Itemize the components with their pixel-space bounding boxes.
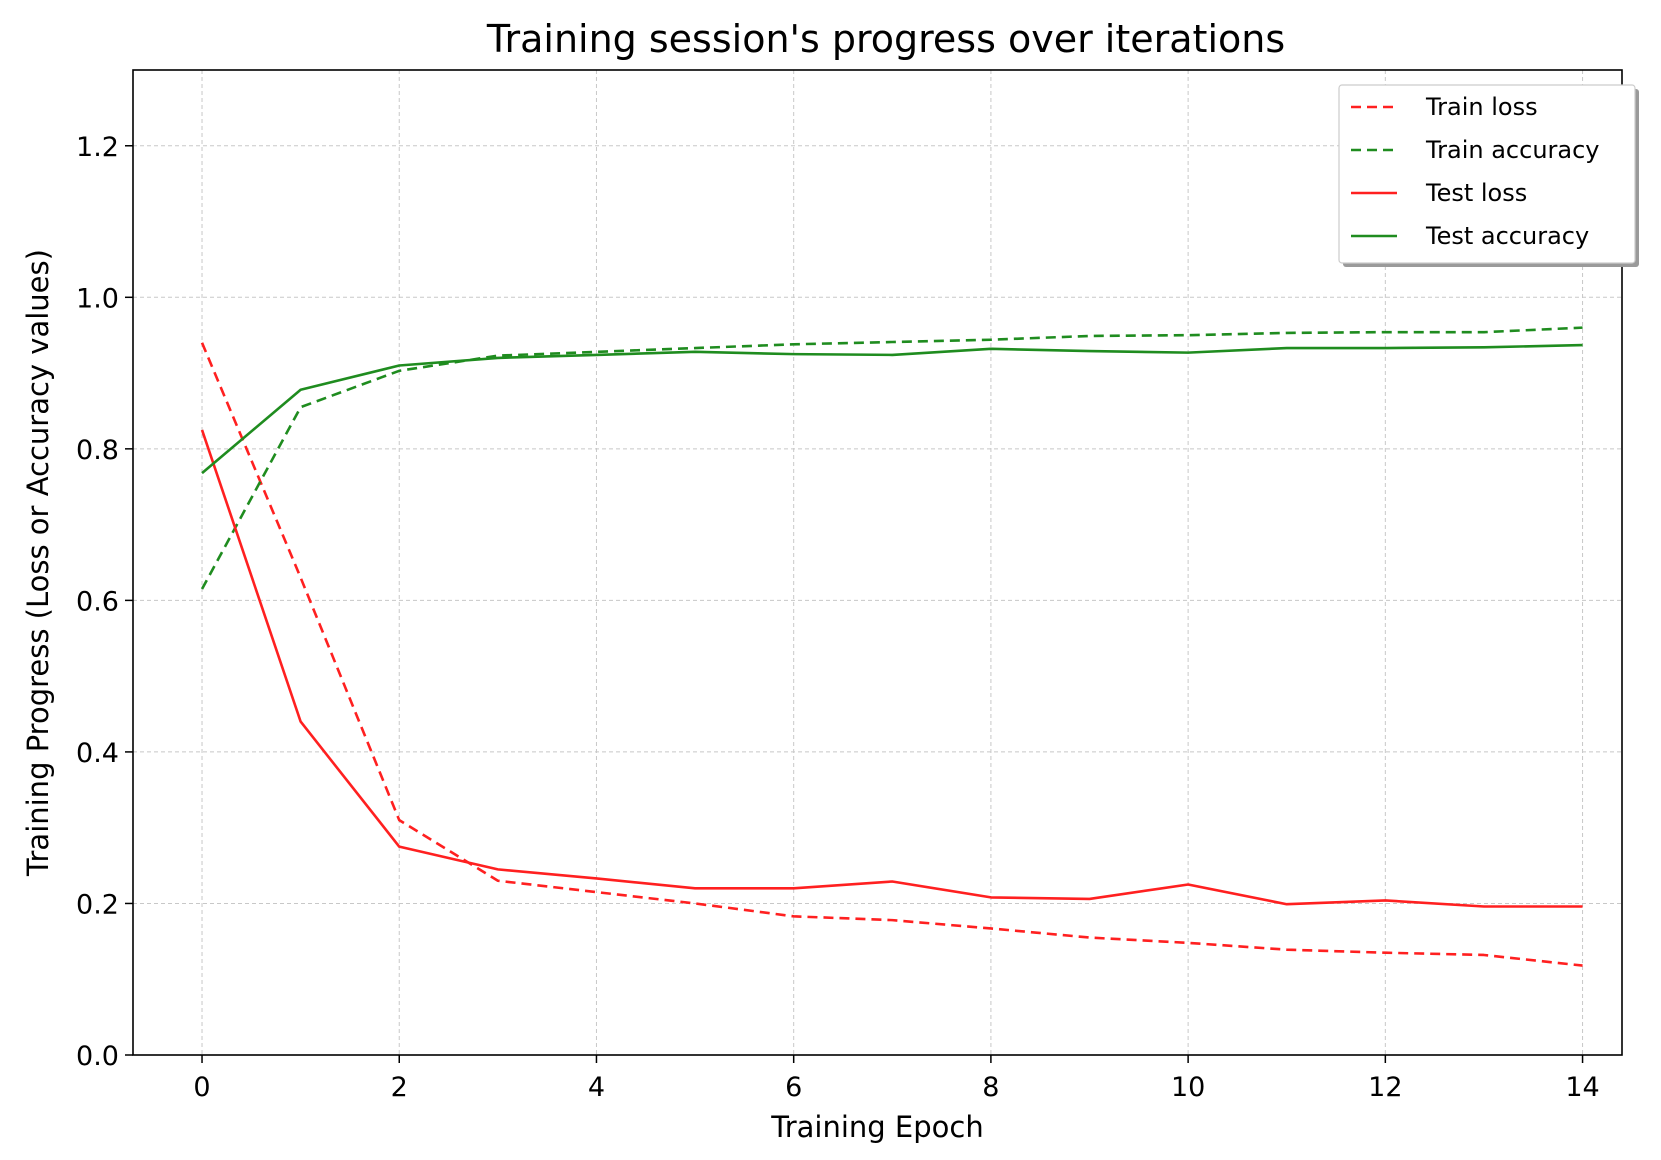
x-tick-label: 10 [1171, 1072, 1205, 1103]
y-tick-label: 1.2 [76, 132, 119, 163]
x-tick-label: 2 [391, 1072, 408, 1103]
grid-lines [133, 70, 1622, 1056]
series-line-test-loss [200, 429, 1583, 908]
legend-label: Test loss [1425, 179, 1527, 207]
series-line-test-accuracy [201, 343, 1583, 475]
chart-title: Training session's progress over iterati… [486, 17, 1285, 61]
x-tick-label: 4 [588, 1072, 605, 1103]
y-tick-label: 0.0 [76, 1041, 119, 1072]
axis-ticks: 0 2 4 6 8 10 12 14 0.0 0.2 0.4 0.6 0.8 1.0 1.2 [76, 132, 1600, 1103]
y-tick-label: 0.2 [76, 889, 119, 920]
x-tick-label: 8 [982, 1072, 999, 1103]
x-tick-label: 14 [1565, 1072, 1599, 1103]
legend-label: Train loss [1425, 93, 1538, 121]
legend: Train loss Train accuracy Test loss Test ac… [1338, 84, 1639, 267]
x-tick-label: 0 [193, 1072, 210, 1103]
x-axis-title: Training Epoch [770, 1110, 983, 1144]
series-lines [200, 326, 1583, 967]
x-tick-label: 12 [1368, 1072, 1402, 1103]
legend-label: Train accuracy [1425, 136, 1600, 164]
series-line-train-loss [200, 342, 1583, 967]
legend-box [1338, 84, 1636, 264]
legend-label: Test accuracy [1425, 222, 1589, 250]
series-line-train-accuracy [200, 326, 1583, 590]
y-tick-label: 0.8 [76, 435, 119, 466]
y-tick-label: 0.4 [76, 738, 119, 769]
plot-frame [132, 69, 1623, 1056]
y-axis-title: Training Progress (Loss or Accuracy valu… [21, 249, 55, 877]
x-tick-label: 6 [785, 1072, 802, 1103]
y-tick-label: 1.0 [76, 283, 119, 314]
y-tick-label: 0.6 [76, 586, 119, 617]
